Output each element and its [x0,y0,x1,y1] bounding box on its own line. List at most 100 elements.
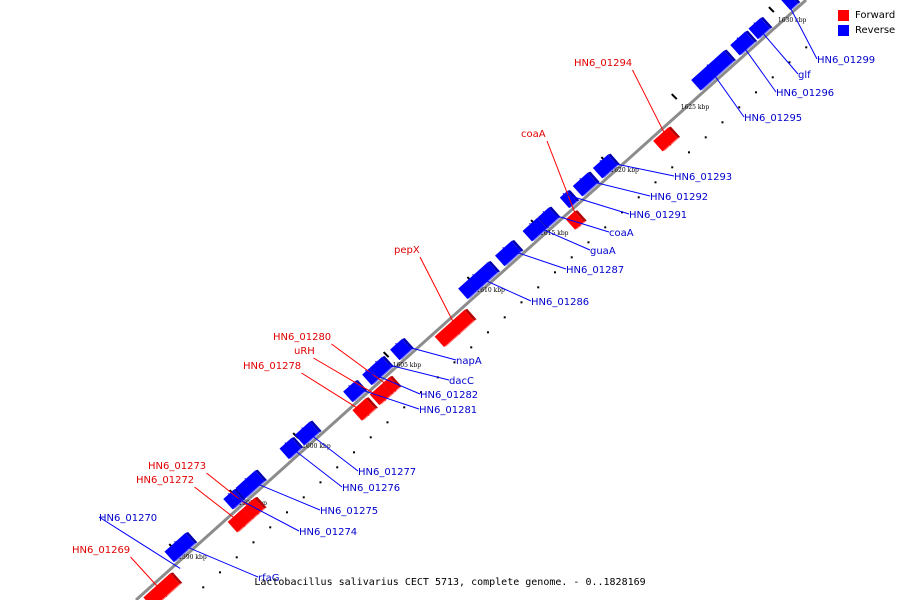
tick-dots [202,46,808,589]
forward-gene-label: HN6_01273 [148,461,206,472]
leader-line [562,193,630,215]
reverse-gene-label: rfaG [258,573,280,584]
reverse-gene-label: HN6_01292 [650,192,708,203]
forward-gene-label: pepX [394,245,420,256]
legend-reverse: Reverse [838,23,895,38]
forward-gene [352,397,378,421]
genome-caption: Lactobacillus salivarius CECT 5713, comp… [254,577,646,588]
tick-dot [671,166,674,169]
reverse-gene [538,206,561,228]
tick-dot [503,316,506,319]
reverse-gene-label: dacC [449,376,474,387]
legend-forward-label: Forward [855,10,896,21]
tick-dot [453,361,456,364]
reverse-gene [730,30,758,56]
tick-dot [486,331,489,334]
tick-label: 1625 kbp [681,104,710,111]
reverse-gene-label: HN6_01274 [299,527,357,538]
tick-dot [654,181,657,184]
reverse-gene-label: glf [798,70,811,81]
reverse-gene [592,153,620,179]
leader-line [174,541,259,578]
reverse-gene [559,190,580,209]
leader-line [599,160,675,177]
tick-dot [805,46,808,49]
tick-label: 1605 kbp [393,362,422,369]
reverse-gene-label: HN6_01291 [629,210,687,221]
tick-dot [369,436,372,439]
leader-line [529,223,591,251]
reverse-gene-label: HN6_01293 [674,172,732,183]
tick-dot [218,571,221,574]
tick-dot [269,526,272,529]
legend: Forward Reverse [838,8,895,38]
leader-line [375,361,450,381]
tick-dot [704,136,707,139]
tick-dot [520,301,523,304]
reverse-gene [495,239,524,267]
tick-dot [537,286,540,289]
leader-line [284,442,343,488]
tick-dot [319,481,322,484]
leader-line [244,478,321,511]
reverse-gene [691,49,737,91]
leader-line [130,556,168,597]
leader-line [542,211,610,233]
reverse-gene-label: coaA [609,228,634,239]
tick-dot [252,541,255,544]
genome-backbone [134,0,808,600]
forward-gene-label: HN6_01278 [243,361,301,372]
reverse-gene-label: napA [456,356,482,367]
tick-dot [285,511,288,514]
forward-gene-label: HN6_01272 [136,475,194,486]
tick-dot [687,151,690,154]
leader-line [301,427,359,472]
tick-dot [738,106,741,109]
leader-line [348,385,420,410]
reverse-gene [235,469,268,499]
tick-dot [788,61,791,64]
forward-gene [242,496,267,520]
leader-line [331,343,397,392]
leader-line [419,256,461,335]
reverse-gene-label: HN6_01295 [744,113,802,124]
reverse-gene-label: HN6_01287 [566,265,624,276]
forward-gene [653,126,681,152]
tick-dot [403,406,406,409]
tick-dot [470,346,473,349]
tick-dot [637,196,640,199]
reverse-gene [390,337,415,361]
reverse-gene [458,260,501,300]
leader-line [579,178,651,197]
leader-line [313,357,387,401]
forward-gene-label: HN6_01294 [574,58,632,69]
reverse-gene [279,436,304,460]
tick-label: 1600 kbp [302,443,331,450]
leader-line [395,343,457,361]
tick-label: 1615 kbp [540,230,569,237]
reverse-gene-label: HN6_01299 [817,55,875,66]
forward-gene-label: coaA [521,129,546,140]
tick-dot [302,496,305,499]
tick-dot [419,391,422,394]
forward-gene-label: HN6_01280 [273,332,331,343]
leader-line [194,486,246,527]
forward-swatch [838,10,849,21]
leader-line [502,247,567,270]
leader-line [706,64,745,118]
reverse-gene-label: HN6_01296 [776,88,834,99]
reverse-gene-label: HN6_01286 [531,297,589,308]
tick-label: 1630 kbp [778,17,807,24]
leader-line [206,472,259,515]
tick-dot [754,91,757,94]
reverse-gene-label: guaA [590,246,616,257]
forward-gene [434,308,477,348]
leader-line [785,0,818,60]
tick-label: 1590 kbp [178,554,207,561]
tick-dot [553,271,556,274]
tick-dot [235,556,238,559]
legend-forward: Forward [838,8,895,23]
reverse-gene-label: HN6_01281 [419,405,477,416]
tick-dot [604,226,607,229]
